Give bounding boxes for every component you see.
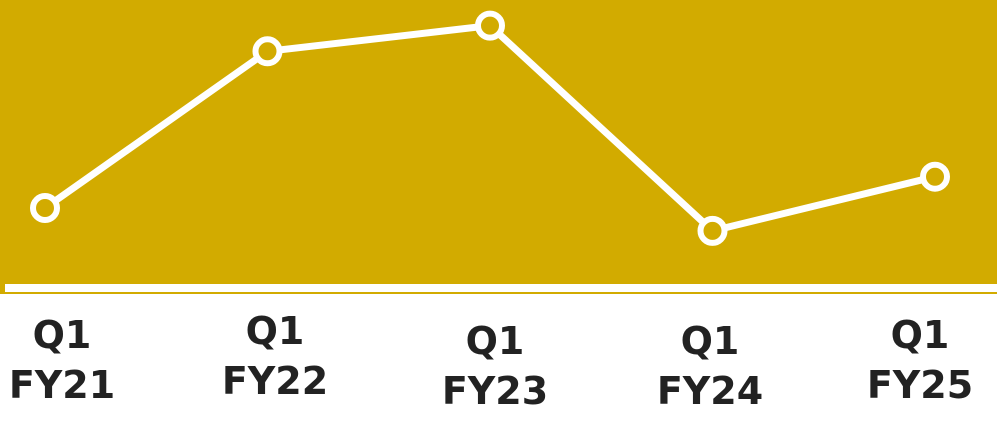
point	[252, 36, 283, 67]
plot	[0, 0, 997, 294]
x-tick-label: Q1 FY22	[221, 309, 329, 403]
point	[920, 161, 950, 192]
x-tick-label: Q1 FY25	[866, 313, 974, 407]
point	[30, 193, 60, 224]
plot-background	[0, 0, 997, 294]
point	[697, 215, 728, 246]
x-tick-label: Q1 FY21	[8, 313, 116, 407]
x-tick-label: Q1 FY23	[441, 319, 549, 413]
x-tick-label: Q1 FY24	[656, 319, 764, 413]
point	[475, 10, 505, 41]
